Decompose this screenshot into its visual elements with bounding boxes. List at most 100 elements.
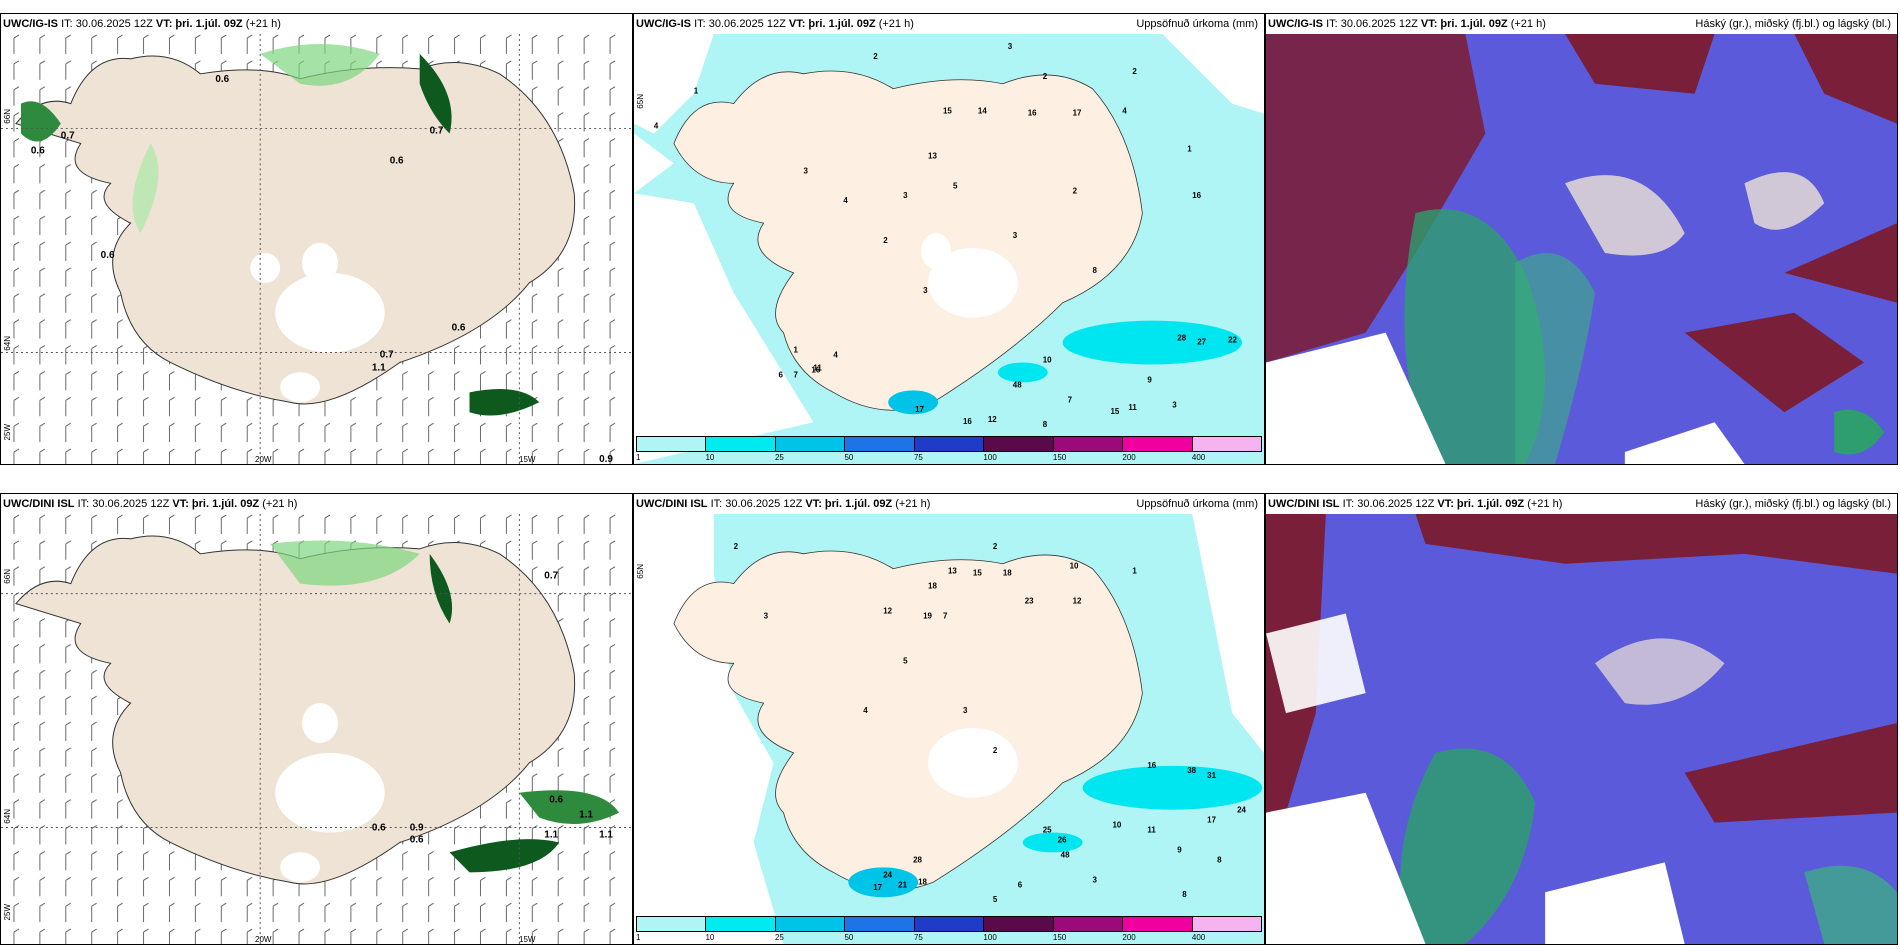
wind-value: 0.6 — [372, 823, 386, 834]
precip-value: 6 — [1018, 880, 1023, 889]
colorbar-tick: 100 — [983, 933, 997, 942]
precip-value: 10 — [1070, 562, 1079, 571]
colorbar-swatch — [914, 917, 985, 931]
precip-value: 4 — [1122, 107, 1127, 116]
wind-panel-top: UWC/IG-IS IT: 30.06.2025 12Z VT: þri. 1.… — [0, 13, 633, 465]
colorbar-swatch — [637, 437, 707, 451]
precip-panel-bottom: UWC/DINI ISL IT: 30.06.2025 12Z VT: þri.… — [633, 493, 1265, 945]
precip-value: 18 — [918, 877, 927, 886]
precip-value: 5 — [953, 181, 958, 190]
precip-value: 7 — [943, 612, 948, 621]
precip-value: 25 — [1043, 826, 1052, 835]
panel-header: UWC/IG-IS IT: 30.06.2025 12Z VT: þri. 1.… — [1266, 14, 1897, 34]
wind-value: 0.9 — [410, 823, 424, 834]
precip-value: 1 — [793, 346, 798, 355]
precip-value: 2 — [873, 52, 878, 61]
colorbar-swatch — [1053, 437, 1124, 451]
colorbar-swatch — [637, 917, 707, 931]
wind-value: 1.1 — [544, 830, 558, 841]
wind-value: 1.1 — [599, 830, 613, 841]
iceland-land — [15, 55, 576, 405]
wind-value: 0.7 — [61, 131, 75, 142]
precip-value: 48 — [1013, 380, 1022, 389]
precip-value: 14 — [978, 107, 987, 116]
precip-panel-top: UWC/IG-IS IT: 30.06.2025 12Z VT: þri. 1.… — [633, 13, 1265, 465]
precip-value: 3 — [903, 191, 908, 200]
wind-value: 0.6 — [31, 145, 45, 156]
panel-header: UWC/DINI ISL IT: 30.06.2025 12Z VT: þri.… — [1266, 494, 1897, 514]
lat-label: 64N — [3, 336, 12, 351]
precip-value: 3 — [764, 612, 769, 621]
precip-value: 11 — [1147, 826, 1156, 835]
lat-label: 64N — [3, 809, 12, 824]
colorbar-swatch — [775, 917, 846, 931]
colorbar-swatch — [914, 437, 985, 451]
lat-label: 66N — [3, 109, 12, 124]
colorbar-tick: 150 — [1052, 933, 1067, 942]
precip-value: 24 — [1237, 806, 1246, 815]
precip-value: 15 — [943, 107, 952, 116]
precip-value: 3 — [923, 286, 928, 295]
precip-value: 2 — [993, 746, 998, 755]
precip-value: 8 — [1093, 266, 1098, 275]
colorbar-tick: 1 — [636, 933, 641, 942]
precip-value: 16 — [1192, 191, 1201, 200]
wind-value: 0.6 — [410, 834, 424, 845]
cloud-map — [1266, 34, 1897, 464]
precip-map: 2 2 1 3 12 18 13 15 18 19 7 23 10 12 5 4… — [634, 514, 1264, 944]
wind-value: 0.6 — [101, 250, 115, 261]
panel-header: UWC/DINI ISL IT: 30.06.2025 12Z VT: þri.… — [634, 494, 1264, 514]
precip-value: 28 — [913, 855, 922, 864]
precip-value: 24 — [883, 870, 892, 879]
colorbar-swatch — [706, 437, 776, 451]
lat-label: 66N — [3, 569, 12, 584]
precip-value: 9 — [1147, 375, 1152, 384]
precip-value: 16 — [963, 417, 972, 426]
wind-value: 0.7 — [380, 350, 394, 361]
precip-value: 2 — [1073, 186, 1078, 195]
precip-value: 3 — [1172, 400, 1177, 409]
wind-value: 0.7 — [544, 571, 558, 582]
precip-value: 23 — [1025, 597, 1034, 606]
precip-value: 12 — [988, 415, 997, 424]
colorbar: 1 10 25 50 75 100 150 200 400 — [636, 916, 1262, 942]
precip-value: 2 — [734, 542, 739, 551]
colorbar-swatch — [706, 917, 776, 931]
precip-value: 17 — [915, 405, 924, 414]
colorbar-tick: 200 — [1122, 453, 1136, 462]
precip-value: 31 — [1207, 771, 1216, 780]
precip-value: 3 — [963, 706, 968, 715]
wind-value: 1.1 — [372, 362, 386, 373]
colorbar-swatch — [1192, 437, 1261, 451]
colorbar-swatch — [845, 437, 915, 451]
colorbar-tick: 400 — [1191, 933, 1206, 942]
precip-value: 13 — [928, 151, 937, 160]
precip-value: 17 — [1073, 109, 1082, 118]
colorbar: 1 10 25 50 75 100 150 200 400 — [636, 436, 1262, 462]
precip-value: 10 — [1043, 355, 1052, 364]
colorbar-swatch — [1123, 437, 1193, 451]
lon-label: 15W — [519, 935, 536, 944]
precip-value: 4 — [863, 706, 868, 715]
precip-value: 1 — [1132, 567, 1137, 576]
wind-value: 1.1 — [579, 810, 593, 821]
precip-value: 7 — [793, 370, 798, 379]
precip-value: 8 — [1182, 890, 1187, 899]
precip-value: 26 — [1058, 835, 1067, 844]
colorbar-tick: 10 — [705, 933, 715, 942]
precip-value: 11 — [813, 363, 822, 372]
precip-value: 12 — [883, 607, 892, 616]
precip-value: 16 — [1028, 109, 1037, 118]
precip-value: 5 — [903, 656, 908, 665]
precip-value: 3 — [803, 166, 808, 175]
precip-value: 13 — [948, 567, 957, 576]
precip-value: 38 — [1187, 766, 1196, 775]
cloud-panel-bottom: UWC/DINI ISL IT: 30.06.2025 12Z VT: þri.… — [1265, 493, 1898, 945]
precip-value: 1 — [1187, 144, 1192, 153]
colorbar-swatch — [1053, 917, 1124, 931]
wind-panel-bottom: UWC/DINI ISL IT: 30.06.2025 12Z VT: þri.… — [0, 493, 633, 945]
panel-header: UWC/IG-IS IT: 30.06.2025 12Z VT: þri. 1.… — [634, 14, 1264, 34]
precip-value: 28 — [1177, 334, 1186, 343]
precip-value: 22 — [1228, 336, 1237, 345]
precip-value: 3 — [1008, 42, 1013, 51]
